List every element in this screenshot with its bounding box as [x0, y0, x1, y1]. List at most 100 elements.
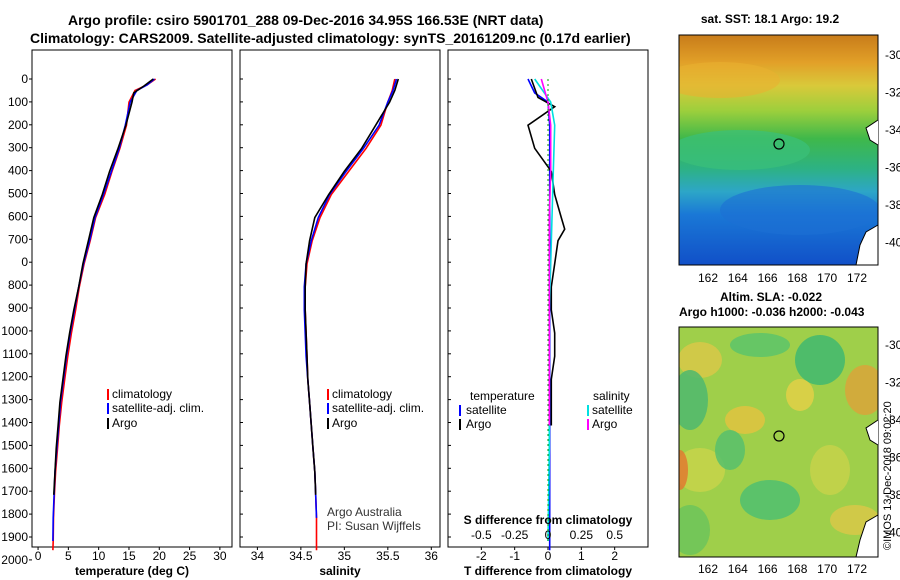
x-tick-label: 30 — [213, 549, 227, 563]
legend-label: satellite — [466, 403, 507, 417]
legend-label: satellite — [592, 403, 633, 417]
map-x-tick: 164 — [728, 562, 748, 576]
y-tick-label: 800 — [8, 278, 28, 292]
map-y-tick: -30 — [885, 338, 900, 352]
sst-patches — [679, 62, 878, 235]
x-tick-label: 20 — [153, 549, 167, 563]
map-x-tick: 170 — [817, 562, 837, 576]
sla-blob — [845, 365, 878, 415]
y-tick-label: 1300 — [1, 393, 28, 407]
coast — [865, 119, 879, 146]
map-x-tick: 168 — [787, 271, 807, 285]
argo-location-marker — [773, 138, 785, 150]
map-y-tick: -40 — [885, 236, 900, 250]
title-line1: Argo profile: csiro 5901701_288 09-Dec-2… — [68, 12, 544, 28]
y-tick-label: 1600 — [1, 461, 28, 475]
y-tick-label: 500 — [8, 187, 28, 201]
sla-blob — [725, 406, 765, 434]
sla-blobs — [679, 333, 878, 555]
map-x-tick: 162 — [698, 562, 718, 576]
x-axis-label: T difference from climatology — [464, 564, 632, 578]
map-x-tick: 166 — [758, 562, 778, 576]
map-x-tick: 170 — [817, 271, 837, 285]
sla-blob — [740, 480, 800, 520]
sla-blob — [795, 335, 845, 385]
series-argo — [304, 78, 400, 495]
argo-location-marker — [773, 430, 785, 442]
map-x-tick: 168 — [787, 562, 807, 576]
sla-blob — [679, 505, 710, 555]
sla-blob — [679, 370, 708, 430]
watermark: ©IMOS 13-Dec-2018 09:02:20 — [882, 401, 894, 550]
sst-patch — [679, 130, 810, 170]
map-x-tick: 166 — [758, 271, 778, 285]
x-tick-label: 10 — [92, 549, 106, 563]
panel-frame — [239, 49, 441, 548]
x-tick-label: 0 — [35, 549, 42, 563]
sla-blob — [810, 445, 850, 495]
y-tick-label: 1800 — [1, 507, 28, 521]
coast — [865, 419, 879, 446]
annotation-line1: Argo Australia — [327, 505, 402, 519]
x-tick-label: 35 — [338, 549, 352, 563]
coast — [855, 224, 879, 266]
series-salinity-argo — [540, 78, 552, 426]
sla-blob — [730, 333, 790, 357]
x-tick-label: 34 — [251, 549, 265, 563]
title-line2: Climatology: CARS2009. Satellite-adjuste… — [30, 30, 631, 46]
legend-label: Argo — [466, 417, 492, 431]
legend-sal-title: salinity — [593, 389, 630, 403]
series-argo — [53, 78, 154, 495]
y-tick-label: 300 — [8, 141, 28, 155]
sla-blob — [679, 450, 688, 490]
s-tick-label: -0.5 — [471, 528, 492, 542]
y-tick-label: 1000 — [1, 324, 28, 338]
y-tick-label: 1700 — [1, 484, 28, 498]
s-tick-label: 0.5 — [606, 528, 623, 542]
y-tick-label: 1100 — [2, 347, 28, 361]
y-tick-label: 1400 — [1, 416, 28, 430]
sla-blob — [679, 342, 722, 378]
map-sst: sat. SST: 18.1 Argo: 19.2 -30 -32 -34 -36 -38… — [678, 12, 900, 285]
map-y-tick: -34 — [885, 123, 900, 137]
y-tick-label: 600 — [8, 209, 28, 223]
legend-label: satellite-adj. clim. — [112, 401, 204, 415]
panel-difference: -2 -1 0 1 2T difference from climatology temp… — [447, 49, 649, 578]
sst-patch — [679, 62, 780, 98]
legend-label: climatology — [112, 387, 172, 401]
series-temperature-argo — [527, 78, 566, 426]
y-tick-label: 200 — [8, 118, 28, 132]
panel-salinity: 34 34.5 35 35.5 36 salinity climatologysatelli… — [239, 49, 441, 578]
y-tick-label: 0 — [21, 255, 28, 269]
map-y-tick: -34 — [885, 413, 900, 427]
map-sla-title1: Altim. SLA: -0.022 — [720, 290, 822, 304]
y-tick-label: 0 — [21, 72, 28, 86]
x-tick-label: 5 — [65, 549, 72, 563]
x-tick-label: 15 — [122, 549, 136, 563]
sst-patch — [720, 185, 878, 235]
panel-temperature: 0100200300400500600700080090010001100120… — [1, 49, 233, 578]
sla-blob — [679, 448, 725, 492]
x-tick-label: 34.5 — [289, 549, 313, 563]
x-tick-label: 35.5 — [376, 549, 400, 563]
y-tick-label: 2000 — [1, 553, 28, 567]
annotation-line2: PI: Susan Wijffels — [327, 519, 421, 533]
map-y-tick: -36 — [885, 451, 900, 465]
y-tick-label: 1500 — [1, 438, 28, 452]
sla-blob — [786, 379, 814, 411]
s-tick-label: -0.25 — [501, 528, 529, 542]
map-y-tick: -36 — [885, 161, 900, 175]
map-x-tick: 172 — [847, 271, 867, 285]
x-tick-label: 0 — [545, 549, 552, 563]
map-sst-title: sat. SST: 18.1 Argo: 19.2 — [701, 12, 840, 26]
panel-frame — [31, 49, 233, 548]
legend-label: Argo — [592, 417, 618, 431]
legend-temp-title: temperature — [470, 389, 535, 403]
y-tick-label: 100 — [8, 95, 28, 109]
y-tick-label: 1900 — [1, 530, 28, 544]
s-tick-label: 0.25 — [570, 528, 594, 542]
x-axis-label: salinity — [319, 564, 361, 578]
x-tick-label: 36 — [425, 549, 439, 563]
y-tick-label: 700 — [8, 232, 28, 246]
x-tick-label: 25 — [183, 549, 197, 563]
